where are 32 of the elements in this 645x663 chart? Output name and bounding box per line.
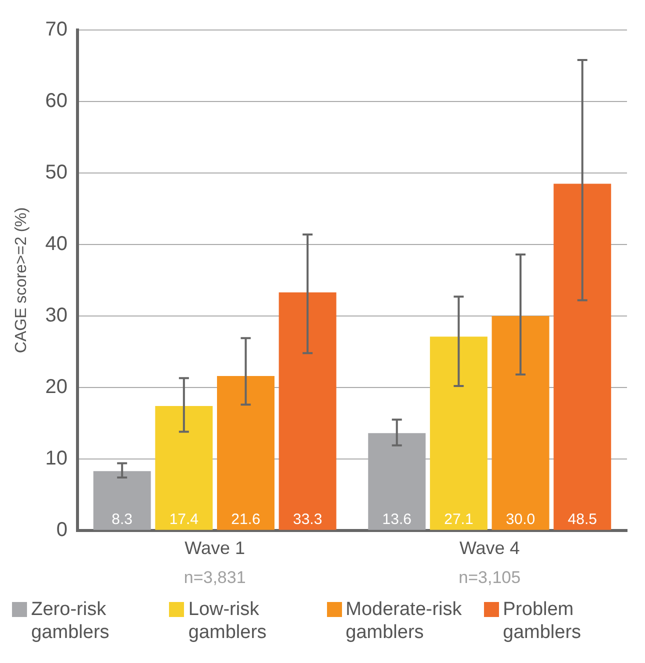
data-label: 8.3 bbox=[112, 511, 133, 528]
legend-label: Low-risk gamblers bbox=[188, 598, 268, 644]
x-tick-label: Wave 1 bbox=[184, 538, 246, 558]
y-tick-label: 30 bbox=[45, 304, 68, 326]
text: n=3,105 bbox=[458, 568, 521, 588]
text: n=3,831 bbox=[184, 568, 246, 588]
data-label: 33.3 bbox=[292, 511, 322, 528]
bar bbox=[430, 336, 488, 530]
y-axis-title: CAGE score>=2 (%) bbox=[13, 207, 30, 354]
x-tick-label: Wave 4 bbox=[459, 538, 520, 558]
y-tick-label: 10 bbox=[45, 447, 68, 470]
data-label: 21.6 bbox=[231, 511, 260, 528]
legend-label: Zero-risk gamblers bbox=[31, 598, 110, 644]
data-label: 30.0 bbox=[506, 511, 536, 528]
y-tick-label: 50 bbox=[45, 161, 68, 184]
data-label: 13.6 bbox=[382, 511, 412, 528]
data-label: 27.1 bbox=[444, 511, 474, 528]
y-tick-label: 60 bbox=[45, 90, 68, 112]
legend-label: Moderate-risk gamblers bbox=[346, 598, 463, 644]
y-tick-label: 40 bbox=[45, 232, 68, 255]
y-tick-label: 20 bbox=[45, 376, 68, 398]
bar bbox=[217, 376, 274, 530]
data-label: 48.5 bbox=[568, 511, 597, 528]
bar bbox=[278, 292, 336, 530]
legend-label: Problem gamblers bbox=[502, 598, 582, 644]
y-tick-label: 70 bbox=[45, 18, 68, 41]
y-tick-label: 0 bbox=[56, 518, 68, 541]
data-label: 17.4 bbox=[169, 511, 199, 528]
bar bbox=[155, 406, 213, 530]
bar bbox=[492, 316, 550, 530]
bar bbox=[554, 184, 612, 530]
bar bbox=[93, 471, 151, 530]
